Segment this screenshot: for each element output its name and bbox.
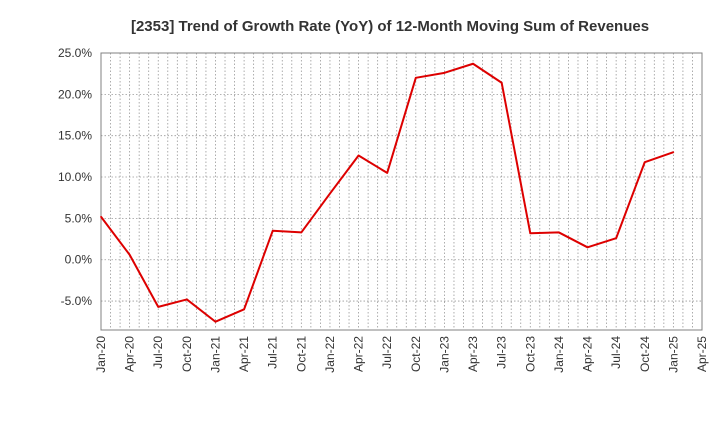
grid-lines (101, 52, 702, 330)
x-tick-label: Oct-21 (294, 336, 308, 372)
x-tick-label: Apr-20 (123, 336, 137, 372)
x-tick-label: Oct-20 (180, 336, 194, 372)
data-point (329, 192, 331, 195)
data-point (271, 229, 274, 232)
x-tick-label: Apr-21 (237, 336, 251, 372)
series-layer (100, 62, 675, 323)
plot-area (100, 52, 703, 331)
data-point (357, 154, 360, 157)
data-point (243, 308, 245, 311)
y-tick-label: 0.0% (65, 253, 93, 267)
x-axis-ticks: Jan-20 Apr-20 Jul-20 Oct-20 Jan-21 Apr-21 Jul-… (94, 336, 709, 373)
x-tick-label: Apr-22 (352, 336, 366, 372)
x-tick-label: Oct-24 (638, 336, 652, 372)
data-point (643, 161, 646, 163)
x-tick-label: Oct-22 (409, 336, 423, 372)
data-point (100, 215, 102, 218)
y-axis-ticks: 25.0% 20.0% 15.0% 10.0% 5.0% 0.0% -5.0% (58, 46, 92, 308)
data-point (558, 231, 560, 234)
data-point (186, 298, 188, 301)
data-point (672, 151, 675, 154)
x-tick-label: Jul-23 (495, 336, 509, 369)
data-point (500, 81, 503, 84)
x-tick-label: Jan-25 (666, 336, 680, 373)
y-tick-label: 5.0% (65, 211, 93, 225)
data-point (443, 72, 446, 74)
data-point (472, 62, 474, 65)
x-tick-label: Jan-22 (323, 336, 337, 373)
x-tick-label: Jan-20 (94, 336, 108, 373)
data-point (415, 77, 417, 79)
x-tick-label: Jul-20 (151, 336, 165, 369)
data-point (214, 320, 217, 323)
y-tick-label: 25.0% (58, 46, 92, 60)
data-point (300, 231, 303, 234)
data-point (615, 237, 617, 240)
x-tick-label: Jan-23 (437, 336, 451, 373)
data-point (586, 246, 589, 249)
data-point (386, 172, 388, 174)
data-point (529, 232, 532, 235)
x-tick-label: Apr-23 (466, 336, 480, 372)
chart-title: [2353] Trend of Growth Rate (YoY) of 12-… (131, 18, 649, 35)
x-tick-label: Jan-21 (208, 336, 222, 373)
data-point (157, 306, 160, 308)
x-tick-label: Jul-22 (380, 336, 394, 369)
x-tick-label: Apr-25 (695, 336, 709, 372)
x-tick-label: Apr-24 (581, 336, 595, 372)
x-tick-label: Jul-21 (266, 336, 280, 369)
y-tick-label: 20.0% (58, 87, 92, 101)
x-tick-label: Jul-24 (609, 336, 623, 369)
y-tick-label: -5.0% (61, 294, 93, 308)
data-point (128, 253, 131, 256)
y-tick-label: 10.0% (58, 170, 92, 184)
x-tick-label: Oct-23 (523, 336, 537, 372)
x-tick-label: Jan-24 (552, 336, 566, 373)
y-tick-label: 15.0% (58, 129, 92, 143)
